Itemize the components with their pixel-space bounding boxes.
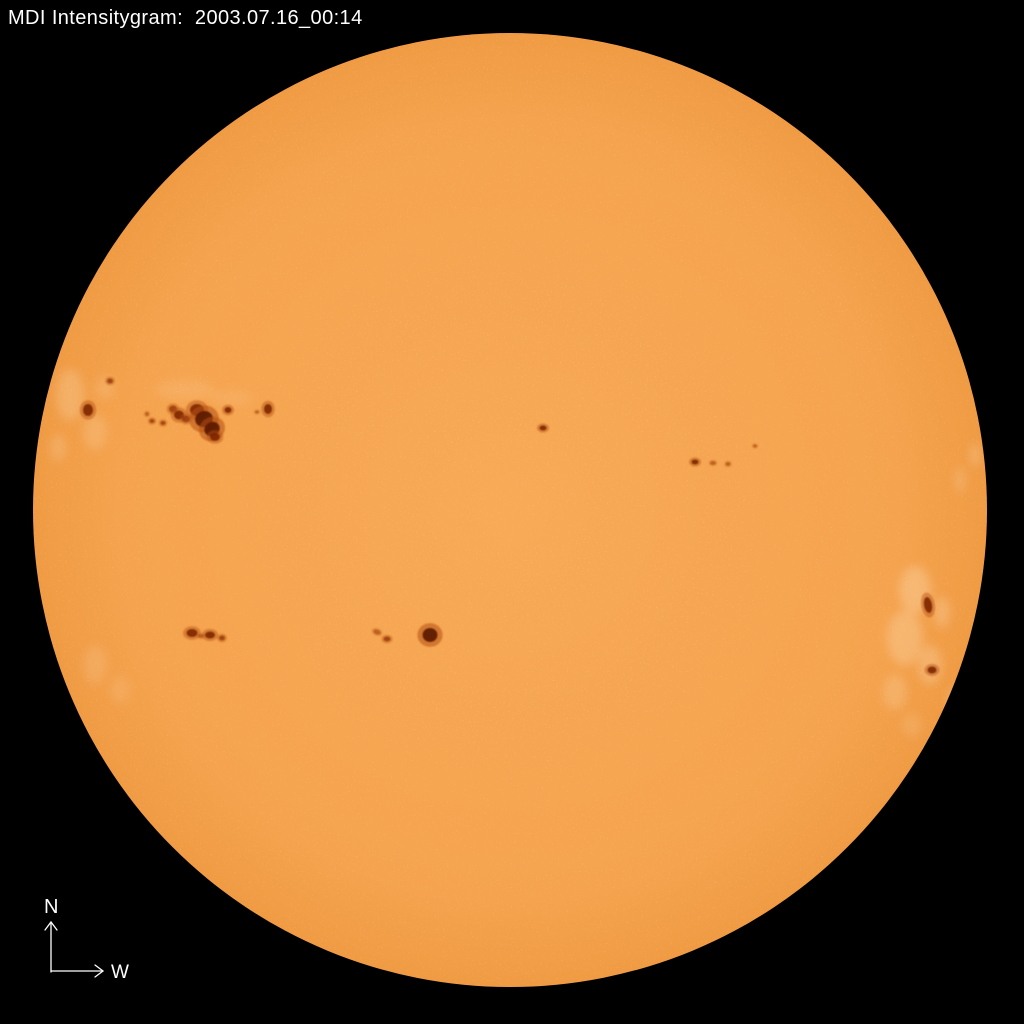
- facula: [50, 434, 66, 462]
- sunspot: [923, 597, 933, 613]
- facula: [934, 596, 950, 628]
- sunspot: [725, 462, 731, 466]
- compass-north-label: N: [44, 896, 58, 918]
- sunspot: [149, 419, 155, 423]
- sunspot: [83, 404, 93, 416]
- sunspot: [927, 666, 937, 674]
- facula: [887, 610, 923, 666]
- image-title: MDI Intensitygram: 2003.07.16_00:14: [8, 7, 363, 29]
- sunspots-group: [79, 376, 940, 677]
- sunspot: [205, 631, 215, 639]
- sunspot: [145, 412, 149, 416]
- facula: [56, 369, 84, 421]
- facula: [947, 686, 963, 714]
- facula: [83, 645, 107, 685]
- sunspot: [264, 404, 272, 414]
- compass-west-label: W: [111, 962, 129, 983]
- sunspot: [210, 433, 220, 441]
- sunspot: [255, 410, 259, 414]
- sunspot: [753, 444, 757, 448]
- facula: [902, 713, 922, 737]
- facula: [883, 674, 907, 710]
- sunspot: [373, 629, 381, 635]
- sunspot: [224, 407, 232, 413]
- facula: [83, 414, 107, 450]
- facula: [110, 676, 130, 704]
- sunspot: [160, 421, 166, 425]
- sunspot: [691, 459, 699, 465]
- sunspot: [710, 461, 716, 465]
- sunspot: [186, 629, 198, 637]
- sunspot: [107, 378, 113, 384]
- sunspot: [383, 636, 391, 642]
- sunspot: [539, 425, 547, 431]
- compass: N W: [44, 896, 129, 983]
- compass-north-arrowhead-icon: [44, 920, 58, 931]
- facula: [955, 466, 965, 494]
- facula: [210, 390, 254, 406]
- sunspot: [182, 415, 190, 423]
- sunspot: [219, 635, 225, 641]
- compass-west-arrowhead-icon: [94, 964, 105, 978]
- sunspot: [422, 628, 438, 642]
- facula: [971, 443, 979, 467]
- facula: [155, 380, 215, 400]
